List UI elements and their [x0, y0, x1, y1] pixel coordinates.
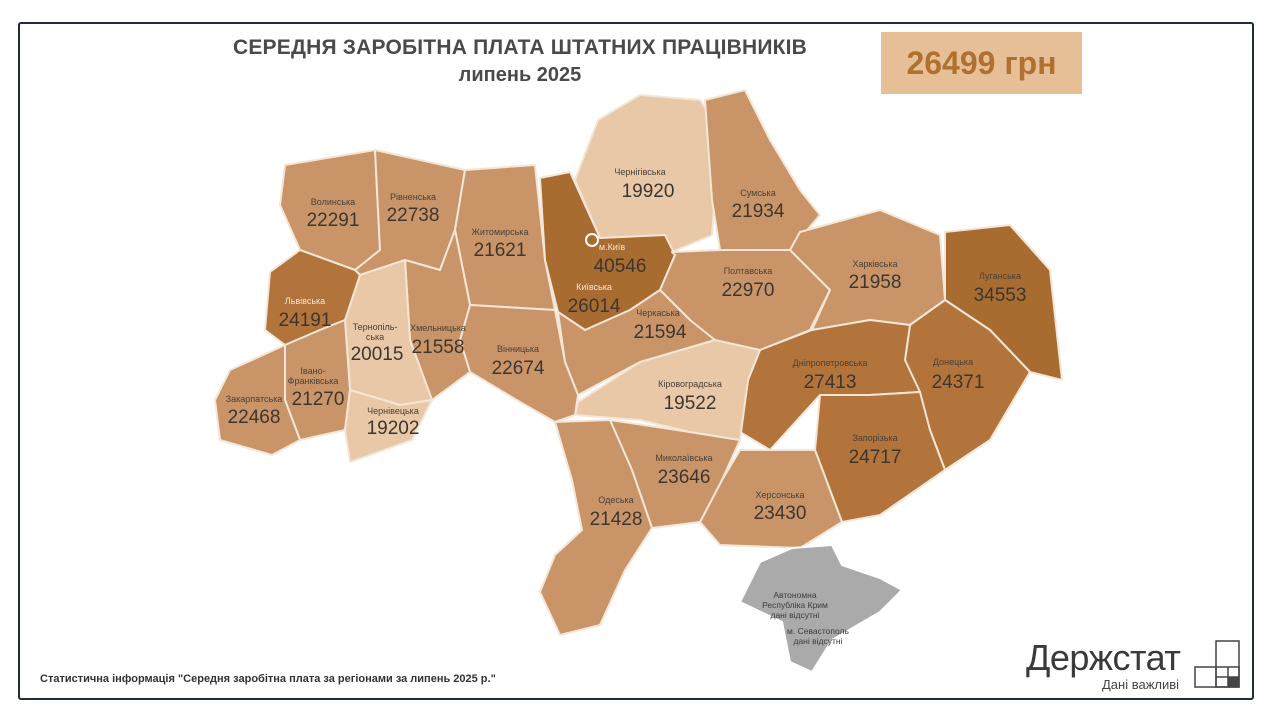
region-chernivtsi [344, 389, 433, 463]
label-odesa-name: Одеська [598, 495, 633, 505]
source-note: Статистична інформація "Середня заробітн… [40, 673, 496, 685]
label-ivano-frankivsk-name-1: Івано- [300, 366, 325, 376]
label-kyiv-city-name: м.Київ [599, 242, 625, 252]
label-zaporizhzhia-name: Запорізька [852, 433, 897, 443]
label-mykolaiv-name: Миколаївська [655, 453, 712, 463]
label-cherkasy-name: Черкаська [636, 308, 679, 318]
label-luhansk-name: Луганська [979, 271, 1021, 281]
logo-slogan: Дані важливі [1102, 677, 1180, 692]
page-title: СЕРЕДНЯ ЗАРОБІТНА ПЛАТА ШТАТНИХ ПРАЦІВНИ… [232, 36, 808, 59]
label-poltava-value: 22970 [722, 280, 775, 301]
logo-mark-icon [1194, 640, 1240, 688]
label-ternopil-name-1: Тернопіль- [353, 322, 398, 332]
label-volyn-value: 22291 [307, 210, 360, 231]
label-lviv-name: Львівська [285, 296, 325, 306]
label-mykolaiv-value: 23646 [658, 467, 711, 488]
region-sumy [704, 89, 821, 251]
label-luhansk-value: 34553 [974, 285, 1027, 306]
label-vinnytsia-name: Вінницька [497, 344, 539, 354]
label-sumy-value: 21934 [732, 201, 785, 222]
crimea-label-3: дані відсутні [771, 610, 820, 620]
label-kirovohrad-value: 19522 [664, 393, 717, 414]
label-poltava-name: Полтавська [724, 266, 773, 276]
label-kherson-value: 23430 [754, 503, 807, 524]
crimea-label-4: м. Севастополь [787, 626, 849, 636]
label-chernihiv-value: 19920 [622, 181, 675, 202]
label-zhytomyr-value: 21621 [474, 240, 527, 261]
label-zakarpattia-value: 22468 [228, 407, 281, 428]
label-kyiv-value: 26014 [568, 296, 621, 317]
derzhstat-logo: Держстат [1026, 637, 1181, 678]
page-subtitle: липень 2025 [458, 64, 582, 86]
label-zakarpattia-name: Закарпатська [226, 394, 283, 404]
region-crimea [739, 544, 903, 673]
label-lviv-value: 24191 [279, 310, 332, 331]
label-ternopil-name-2: ська [366, 332, 384, 342]
label-kyiv-name: Київська [576, 282, 612, 292]
crimea-label-1: Автономна [773, 590, 816, 600]
label-rivne-value: 22738 [387, 205, 440, 226]
label-dnipro-name: Дніпропетровська [793, 358, 868, 368]
label-donetsk-name: Донецька [933, 357, 973, 367]
label-kherson-name: Херсонська [756, 490, 805, 500]
label-ternopil-value: 20015 [351, 344, 404, 365]
label-donetsk-value: 24371 [932, 372, 985, 393]
label-ivano-frankivsk-value: 21270 [292, 389, 345, 410]
label-khmelnytskyi-value: 21558 [412, 337, 465, 358]
label-kharkiv-name: Харківська [853, 259, 898, 269]
label-kirovohrad-name: Кіровоградська [658, 379, 722, 389]
label-odesa-value: 21428 [590, 509, 643, 530]
region-odesa [539, 419, 653, 636]
label-volyn-name: Волинська [311, 197, 355, 207]
crimea-label-5: дані відсутні [794, 636, 843, 646]
kyiv-city-marker [585, 233, 599, 247]
label-cherkasy-value: 21594 [634, 322, 687, 343]
label-rivne-name: Рівненська [390, 192, 436, 202]
label-khmelnytskyi-name: Хмельницька [410, 323, 466, 333]
national-average-badge: 26499 грн [881, 32, 1082, 94]
label-kharkiv-value: 21958 [849, 272, 902, 293]
crimea-label-2: Республіка Крим [762, 600, 828, 610]
label-chernivtsi-name: Чернівецька [367, 406, 419, 416]
label-zhytomyr-name: Житомирська [472, 227, 529, 237]
label-vinnytsia-value: 22674 [492, 358, 545, 379]
label-kyiv-city-value: 40546 [594, 256, 647, 277]
label-ivano-frankivsk-name-2: Франківська [288, 376, 339, 386]
label-chernivtsi-value: 19202 [367, 418, 420, 439]
label-chernihiv-name: Чернігівська [614, 167, 665, 177]
label-sumy-name: Сумська [740, 188, 775, 198]
region-zakarpattia [214, 344, 301, 456]
label-dnipro-value: 27413 [804, 372, 857, 393]
label-zaporizhzhia-value: 24717 [849, 447, 902, 468]
